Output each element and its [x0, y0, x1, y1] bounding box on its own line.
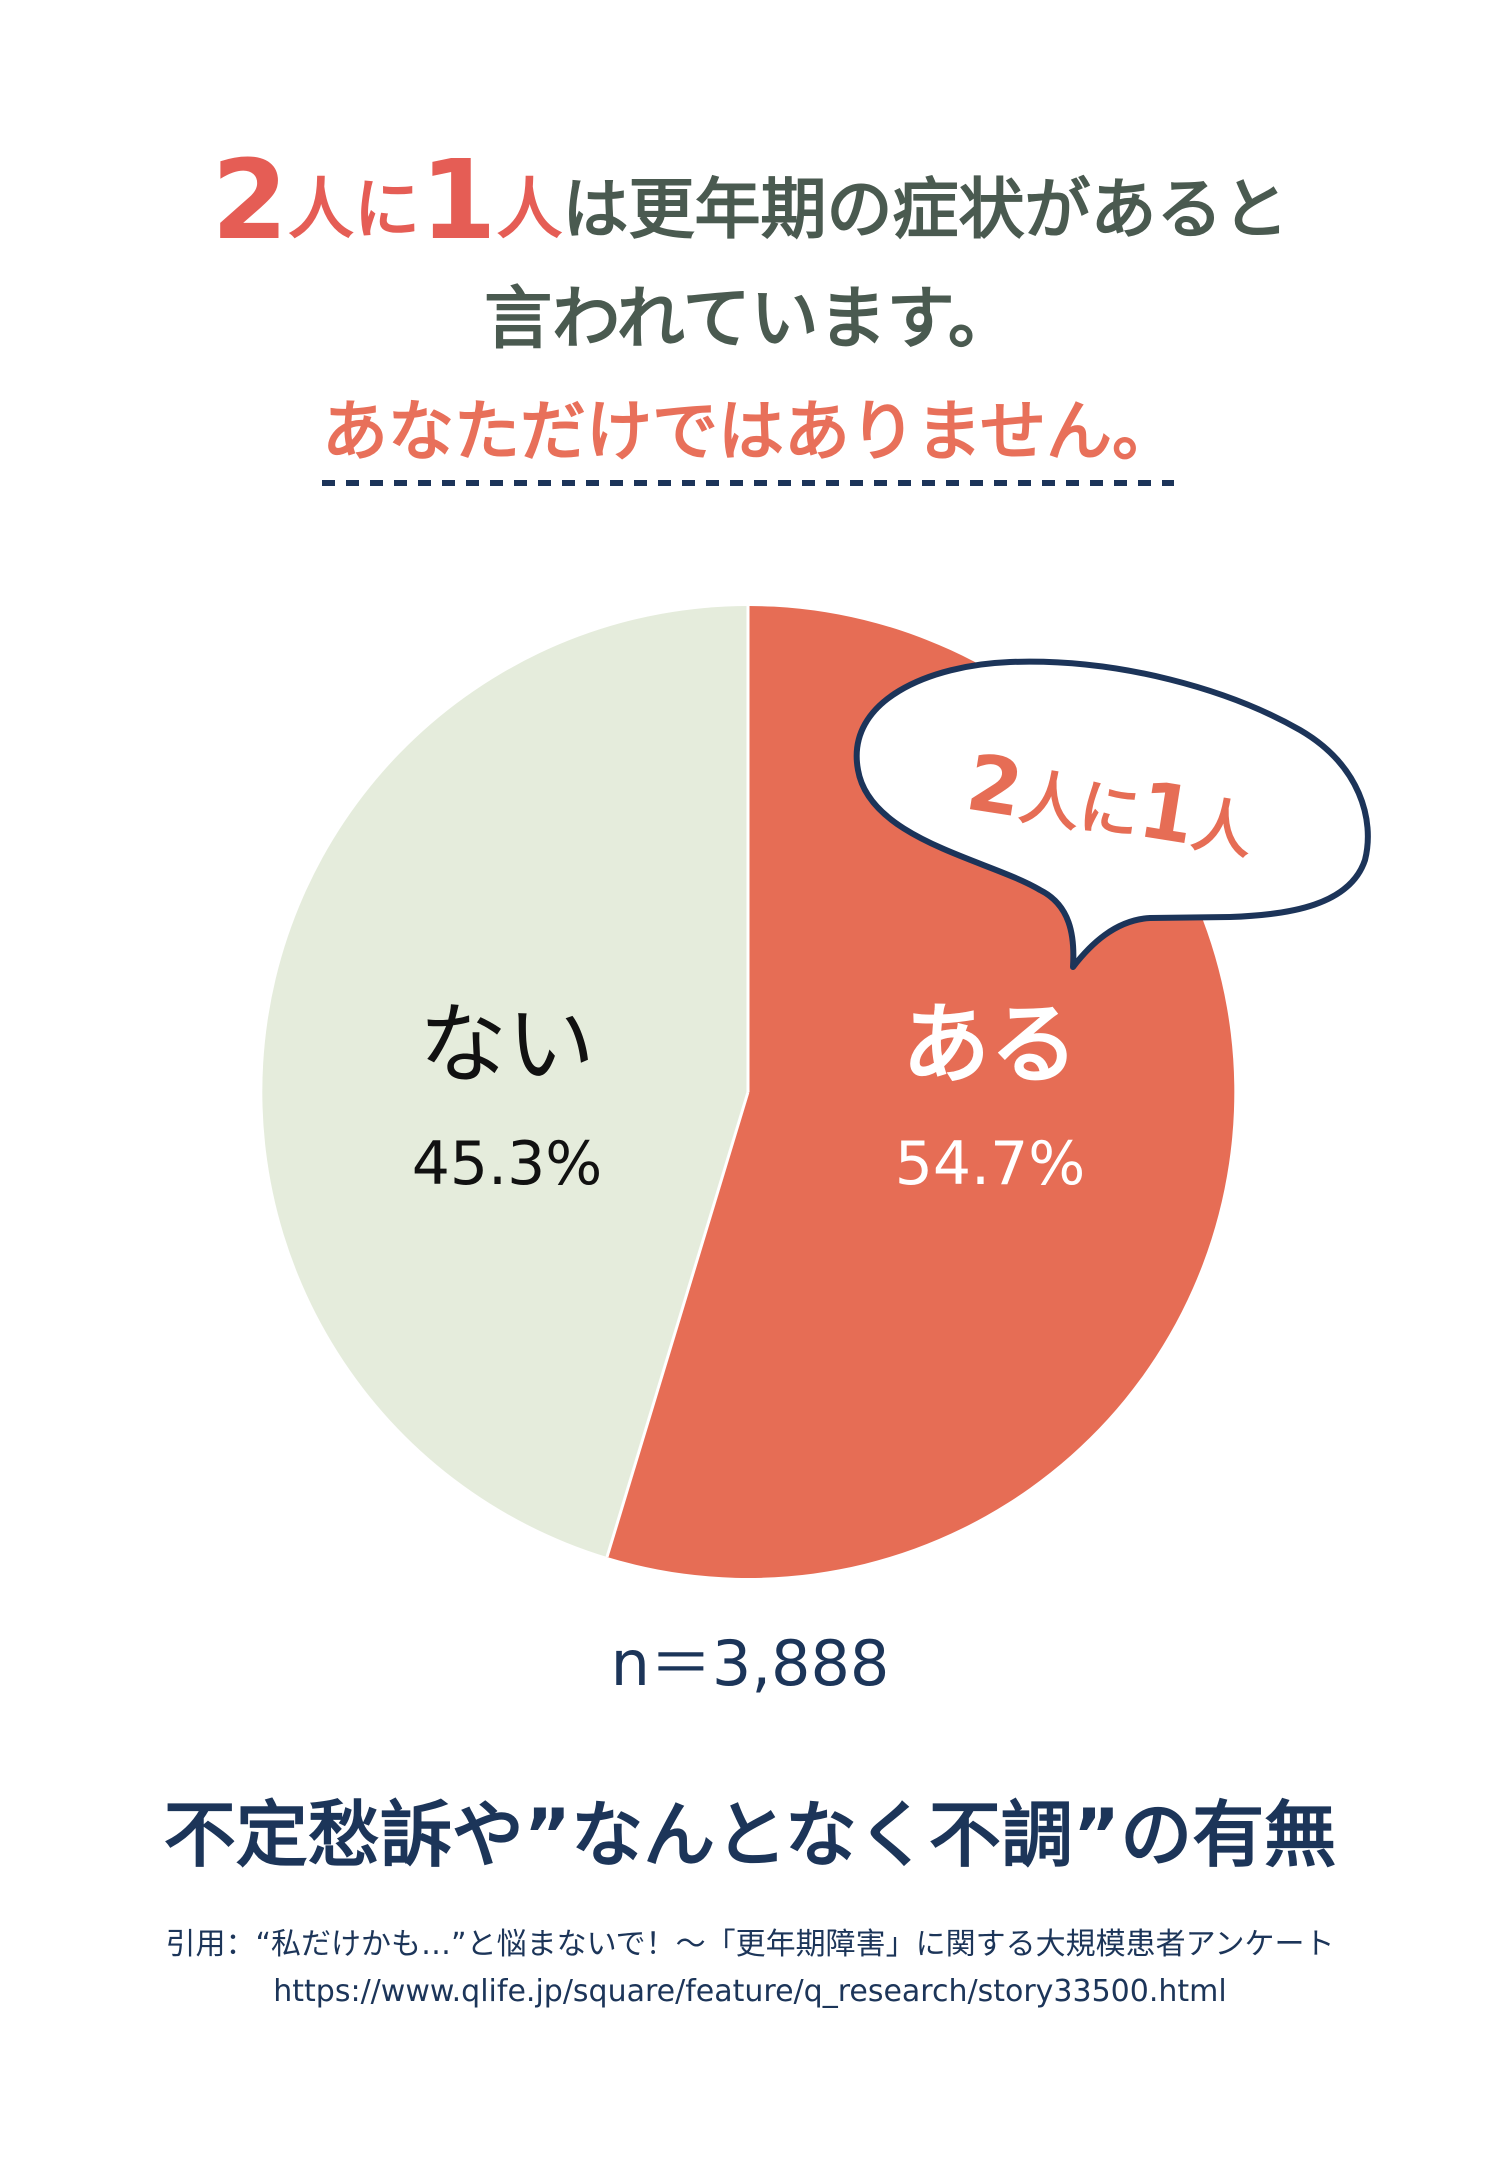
pie-slice-nai [262, 606, 748, 1557]
slice-separator-bottom [605, 1091, 750, 1558]
headline-line-1-rest: は更年期の症状があると [562, 171, 1289, 248]
speech-bubble [853, 658, 1371, 970]
citation-text: 引用：“私だけかも…”と悩まないで！～「更年期障害」に関する大規模患者アンケート [165, 1927, 1335, 1962]
sample-size: n＝3,888 [610, 1627, 890, 1700]
headline-line-1: 2人に1人は更年期の症状があると [0, 140, 1500, 270]
slice-label-aru: ある [901, 993, 1078, 1096]
slice-label-nai: ない [418, 993, 595, 1096]
citation-url: https://www.qlife.jp/square/feature/q_re… [273, 1974, 1227, 2009]
headline-line-2: 言われています。 [484, 280, 1016, 359]
headline-number-1: 1 [420, 136, 497, 264]
slice-percent-aru: 54.7% [894, 1129, 1086, 1199]
dotted-underline [322, 480, 1174, 486]
slice-percent-nai: 45.3% [411, 1129, 603, 1199]
chart-title: 不定愁訴や”なんとなく不調”の有無 [163, 1793, 1337, 1877]
headline-line-3: あなただけではありません。 [321, 393, 1179, 470]
headline-number-2: 2 [211, 136, 288, 264]
headline-hito: 人 [496, 171, 563, 248]
bubble-hito-ni: 人に [1015, 762, 1145, 851]
headline-hito-ni: 人に [288, 171, 420, 248]
bubble-hito: 人 [1187, 789, 1258, 869]
